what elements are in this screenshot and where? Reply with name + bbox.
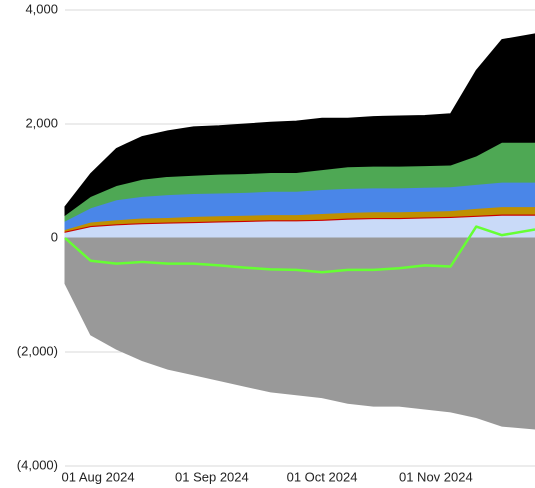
x-tick-label: 01 Nov 2024 [399,469,473,484]
net-line [64,225,535,274]
y-tick-label: (2,000) [17,343,58,358]
y-tick-label: 0 [51,229,58,244]
y-tick-label: (4,000) [17,457,58,472]
area [64,237,535,430]
x-tick-label: 01 Oct 2024 [287,469,358,484]
y-tick-label: 2,000 [25,115,58,130]
x-tick-label: 01 Aug 2024 [62,469,135,484]
area [64,33,535,217]
x-tick-label: 01 Sep 2024 [175,469,249,484]
y-tick-label: 4,000 [25,1,58,16]
